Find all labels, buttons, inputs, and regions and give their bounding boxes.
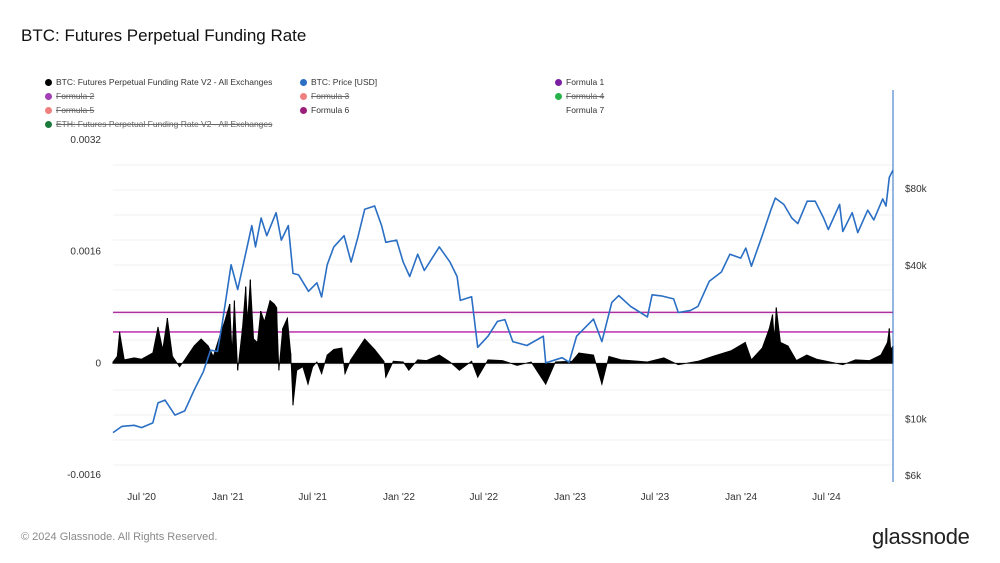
legend-item-label: ETH: Futures Perpetual Funding Rate V2 -…	[56, 119, 273, 129]
copyright-footer: © 2024 Glassnode. All Rights Reserved.	[21, 531, 218, 543]
legend-item-formula-2[interactable]: Formula 2	[45, 91, 94, 101]
legend-dot-icon	[45, 92, 52, 100]
legend: BTC: Futures Perpetual Funding Rate V2 -…	[45, 77, 645, 133]
legend-dot-icon	[45, 78, 52, 86]
legend-item-formula-4[interactable]: Formula 4	[555, 91, 604, 101]
legend-item-btc-price[interactable]: BTC: Price [USD]	[300, 77, 377, 87]
left-axis-tick-label: 0.0032	[70, 135, 101, 146]
x-axis-tick-label: Jan '23	[554, 492, 586, 503]
right-axis-tick-label: $40k	[905, 261, 928, 272]
x-axis-tick-label: Jul '21	[298, 492, 327, 503]
legend-item-label: Formula 2	[56, 91, 95, 101]
legend-dot-icon	[555, 78, 562, 86]
legend-dot-icon	[45, 120, 52, 128]
legend-item-eth-funding-rate[interactable]: ETH: Futures Perpetual Funding Rate V2 -…	[45, 119, 272, 129]
legend-item-label: BTC: Price [USD]	[311, 77, 378, 87]
legend-dot-icon	[555, 92, 562, 100]
x-axis-tick-label: Jul '20	[127, 492, 156, 503]
axes: 0.0032 0.0016 0 -0.0016 $80k $40k $10k $6k Jul '…	[67, 135, 928, 503]
x-axis-tick-label: Jan '24	[725, 492, 757, 503]
price-series	[112, 169, 894, 434]
legend-item-formula-1[interactable]: Formula 1	[555, 77, 604, 87]
chart-title: BTC: Futures Perpetual Funding Rate	[21, 26, 307, 45]
legend-item-label: Formula 1	[566, 77, 605, 87]
legend-dot-icon	[300, 92, 307, 100]
x-axis-tick-label: Jan '21	[212, 492, 244, 503]
funding-rate-series	[112, 279, 894, 406]
right-axis-tick-label: $10k	[905, 414, 928, 425]
legend-item-formula-6[interactable]: Formula 6	[300, 105, 349, 115]
legend-dot-icon	[45, 106, 52, 114]
x-axis-tick-label: Jul '22	[469, 492, 498, 503]
x-axis-tick-label: Jul '24	[812, 492, 841, 503]
legend-item-funding-rate[interactable]: BTC: Futures Perpetual Funding Rate V2 -…	[45, 77, 272, 87]
legend-item-label: Formula 5	[56, 105, 95, 115]
legend-item-label: Formula 7	[566, 105, 605, 115]
legend-item-formula-5[interactable]: Formula 5	[45, 105, 94, 115]
gridlines	[113, 164, 893, 466]
left-axis-tick-label: -0.0016	[67, 470, 101, 481]
legend-item-label: Formula 4	[566, 91, 605, 101]
left-axis-tick-label: 0	[95, 358, 101, 369]
right-axis-tick-label: $80k	[905, 184, 928, 195]
left-axis-tick-label: 0.0016	[70, 247, 101, 258]
glassnode-logo: glassnode	[872, 524, 970, 549]
legend-item-label: Formula 3	[311, 91, 350, 101]
btc-price-line	[112, 169, 894, 434]
legend-item-label: BTC: Futures Perpetual Funding Rate V2 -…	[56, 77, 273, 87]
legend-item-label: Formula 6	[311, 105, 350, 115]
legend-dot-icon	[300, 78, 307, 86]
legend-item-formula-7[interactable]: Formula 7	[555, 105, 604, 115]
right-axis-tick-label: $6k	[905, 471, 922, 482]
x-axis-tick-label: Jan '22	[383, 492, 415, 503]
legend-item-formula-3[interactable]: Formula 3	[300, 91, 349, 101]
legend-dot-icon	[300, 106, 307, 114]
x-axis-tick-label: Jul '23	[641, 492, 670, 503]
